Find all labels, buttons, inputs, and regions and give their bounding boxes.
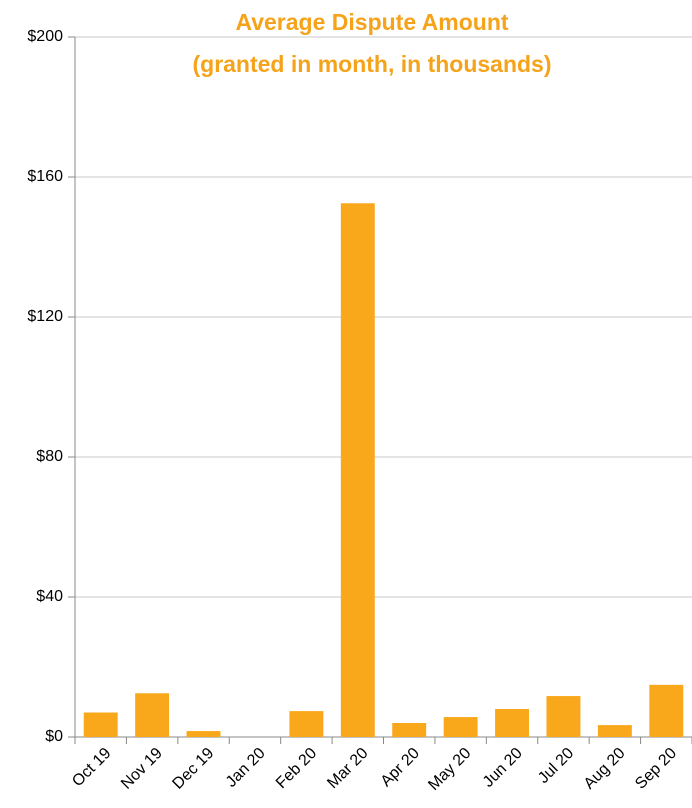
chart-subtitle: (granted in month, in thousands) [192,51,551,77]
bar [83,712,118,737]
bar [392,723,427,737]
bar [340,203,375,737]
x-tick-label: Nov 19 [118,745,166,793]
bar [186,731,221,737]
bar [546,696,581,737]
bar [135,693,170,737]
x-tick-label: Jun 20 [480,745,526,791]
bar [495,709,530,737]
y-tick-label: $120 [27,308,63,325]
x-tick-label: Oct 19 [69,745,114,790]
y-tick-label: $80 [36,448,63,465]
bar [443,717,478,737]
x-tick-label: Dec 19 [169,745,217,793]
x-tick-label: Feb 20 [273,745,320,792]
y-tick-label: $160 [27,168,63,185]
x-tick-label: Jul 20 [535,745,577,787]
x-tick-label: May 20 [425,745,474,794]
chart-title: Average Dispute Amount [235,9,508,35]
x-tick-label: Jan 20 [223,745,269,791]
bar [649,684,684,737]
x-tick-label: Aug 20 [581,745,629,793]
x-tick-label: Sep 20 [632,745,680,793]
bar [289,711,324,737]
y-tick-label: $0 [45,728,63,745]
bar [597,725,632,737]
y-tick-label: $40 [36,588,63,605]
x-tick-label: Mar 20 [324,745,371,792]
x-tick-label: Apr 20 [378,745,423,790]
y-tick-label: $200 [27,28,63,45]
